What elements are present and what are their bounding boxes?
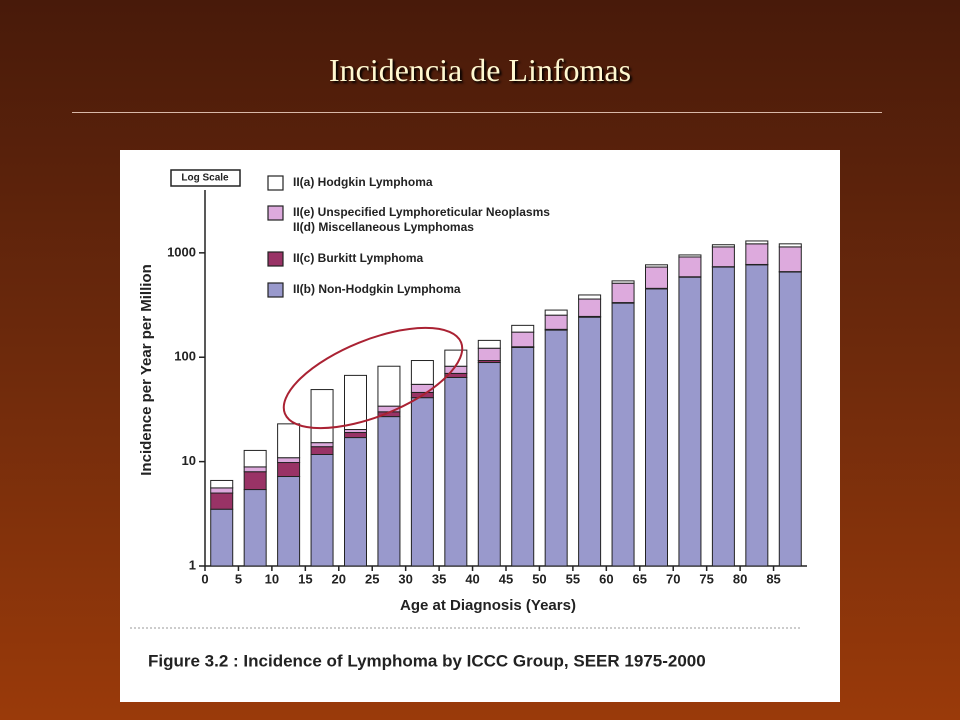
bar-segment xyxy=(778,246,802,273)
bar-segment xyxy=(645,264,668,268)
bar-segment xyxy=(645,288,668,567)
x-tick-label: 45 xyxy=(499,571,513,586)
bar-segment xyxy=(511,324,535,333)
bar-segment xyxy=(310,442,334,448)
bar-segment xyxy=(711,246,735,268)
bar-segment xyxy=(611,302,635,567)
x-tick-label: 30 xyxy=(398,571,412,586)
bar-segment xyxy=(444,376,468,567)
bar-segment xyxy=(210,479,234,489)
bar-segment xyxy=(611,282,635,304)
bar-segment xyxy=(377,365,401,407)
x-tick-label: 50 xyxy=(532,571,546,586)
bar-segment xyxy=(611,280,635,284)
bar-segment xyxy=(477,362,501,567)
bar-segment xyxy=(310,446,334,455)
y-tick-label: 1000 xyxy=(167,244,196,259)
x-tick-label: 80 xyxy=(733,571,747,586)
x-tick-label: 75 xyxy=(699,571,713,586)
bar-segment xyxy=(243,466,267,473)
bar-segment xyxy=(678,254,702,258)
bar-segment xyxy=(544,329,568,567)
bar-segment xyxy=(344,437,367,567)
highlight-ellipse xyxy=(282,326,464,430)
bar-segment xyxy=(578,294,602,300)
bar-segment xyxy=(210,508,234,567)
x-tick-label: 20 xyxy=(332,571,346,586)
bar-segment xyxy=(645,266,668,289)
bar-segment xyxy=(410,360,434,385)
bar-segment xyxy=(678,256,702,278)
bar-segment xyxy=(711,244,735,248)
legend-swatch xyxy=(267,251,284,267)
bar-segment xyxy=(277,462,301,478)
bar-segment xyxy=(210,492,234,510)
scale-note: Log Scale xyxy=(181,173,229,184)
bar-segment xyxy=(745,243,769,265)
x-tick-label: 35 xyxy=(432,571,446,586)
x-tick-label: 0 xyxy=(201,571,208,586)
scale-note-box xyxy=(170,169,241,187)
x-tick-label: 60 xyxy=(599,571,613,586)
bar-segment xyxy=(477,339,501,349)
bar-segment xyxy=(377,416,401,567)
x-tick-label: 5 xyxy=(235,571,242,586)
bar-segment xyxy=(277,476,301,567)
bar-segment xyxy=(745,240,769,245)
x-tick-label: 70 xyxy=(666,571,680,586)
bar-segment xyxy=(243,489,267,567)
legend-swatch xyxy=(267,175,284,191)
slide-title: Incidencia de Linfomas xyxy=(328,52,632,88)
x-tick-label: 10 xyxy=(265,571,279,586)
x-tick-label: 15 xyxy=(298,571,312,586)
bar-segment xyxy=(778,243,802,248)
bar-segment xyxy=(745,264,769,567)
legend-label: II(a) Hodgkin Lymphoma xyxy=(293,175,433,189)
y-tick-label: 1 xyxy=(189,557,196,572)
x-tick-label: 55 xyxy=(566,571,580,586)
bar-segment xyxy=(210,487,234,494)
x-axis-label: Age at Diagnosis (Years) xyxy=(400,597,576,614)
y-axis-label: Incidence per Year per Million xyxy=(138,264,155,475)
bar-segment xyxy=(310,389,334,444)
y-tick-label: 100 xyxy=(174,349,196,364)
bar-segment xyxy=(578,298,602,317)
x-tick-label: 85 xyxy=(766,571,780,586)
bar-segment xyxy=(544,314,568,330)
bar-segment xyxy=(511,346,535,567)
bar-segment xyxy=(243,471,267,491)
legend-label: II(b) Non-Hodgkin Lymphoma xyxy=(293,282,461,296)
y-tick-label: 10 xyxy=(182,453,196,468)
legend-label: II(c) Burkitt Lymphoma xyxy=(293,251,424,265)
bar-segment xyxy=(711,266,735,567)
bar-segment xyxy=(243,449,267,468)
bar-segment xyxy=(511,331,535,348)
caption: Figure 3.2 : Incidence of Lymphoma by IC… xyxy=(148,651,706,670)
title-rule xyxy=(72,112,882,113)
bar-segment xyxy=(277,423,301,459)
x-tick-label: 40 xyxy=(465,571,479,586)
x-tick-label: 65 xyxy=(633,571,647,586)
legend-swatch xyxy=(267,282,284,298)
legend-label: II(e) Unspecified Lymphoreticular Neopla… xyxy=(293,205,550,234)
bar-segment xyxy=(277,457,301,464)
bar-segment xyxy=(310,453,334,567)
bar-segment xyxy=(344,432,367,439)
bar-segment xyxy=(477,347,501,362)
bar-segment xyxy=(444,349,468,367)
bar-segment xyxy=(578,316,602,567)
bar-segment xyxy=(410,397,434,567)
bar-segment xyxy=(344,374,367,431)
bar-segment xyxy=(778,271,802,567)
bar-segment xyxy=(678,276,702,567)
bar-segment xyxy=(544,309,568,316)
legend-swatch xyxy=(267,205,284,221)
x-tick-label: 25 xyxy=(365,571,379,586)
